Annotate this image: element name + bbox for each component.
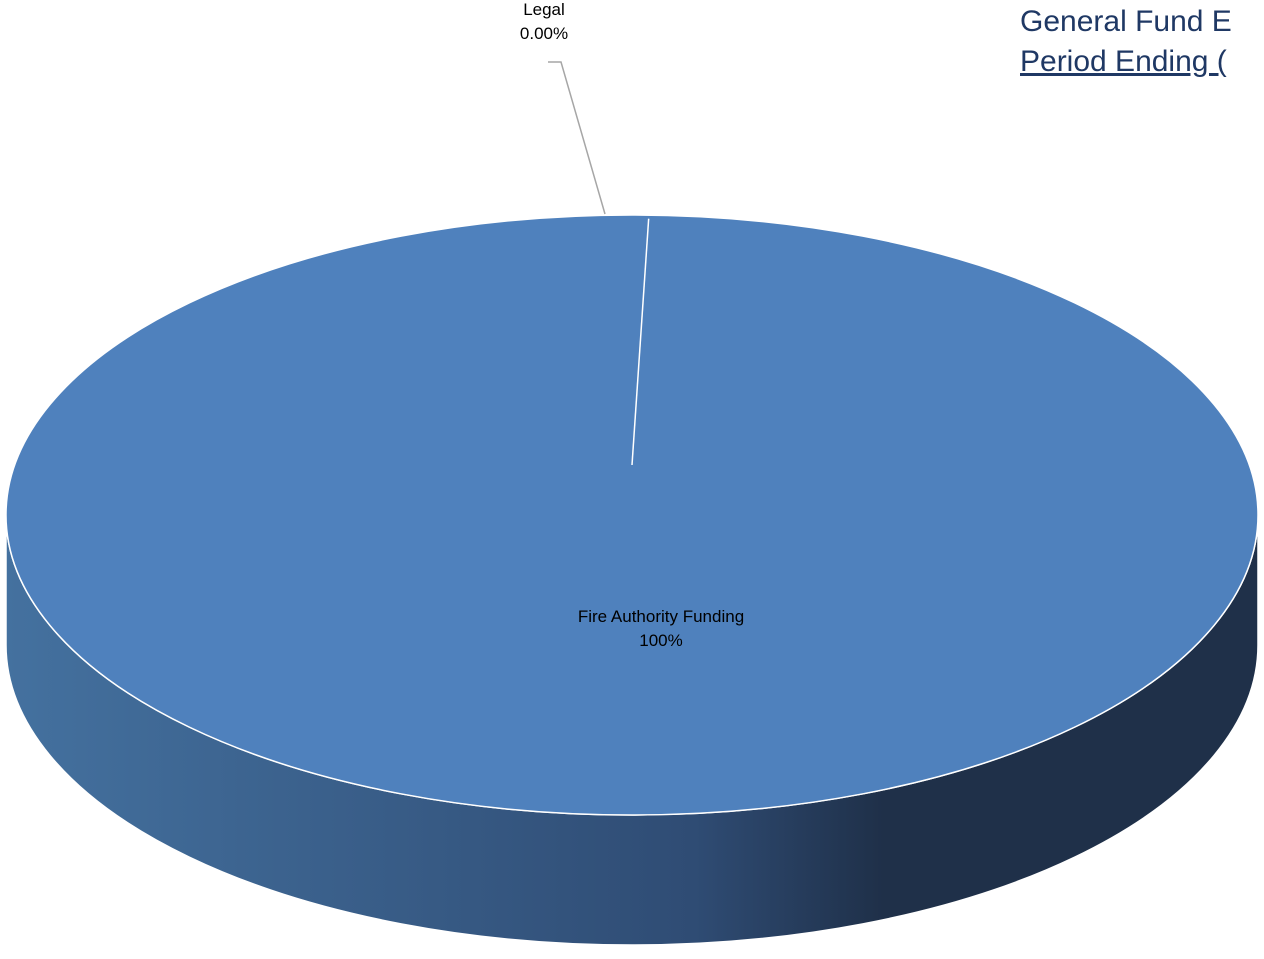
pie-slice-legal <box>631 218 650 466</box>
data-label-fire-authority-funding: Fire Authority Funding 100% <box>578 607 744 650</box>
chart-title-block: General Fund E Period Ending ( <box>1020 2 1232 82</box>
pie-slice-fire-authority-funding <box>5 214 1259 816</box>
leader-line-legal <box>548 61 606 215</box>
data-label-legal: Legal 0.00% <box>520 0 568 43</box>
chart-subtitle: Period Ending ( <box>1020 45 1227 78</box>
chart-title: General Fund E <box>1020 5 1232 38</box>
